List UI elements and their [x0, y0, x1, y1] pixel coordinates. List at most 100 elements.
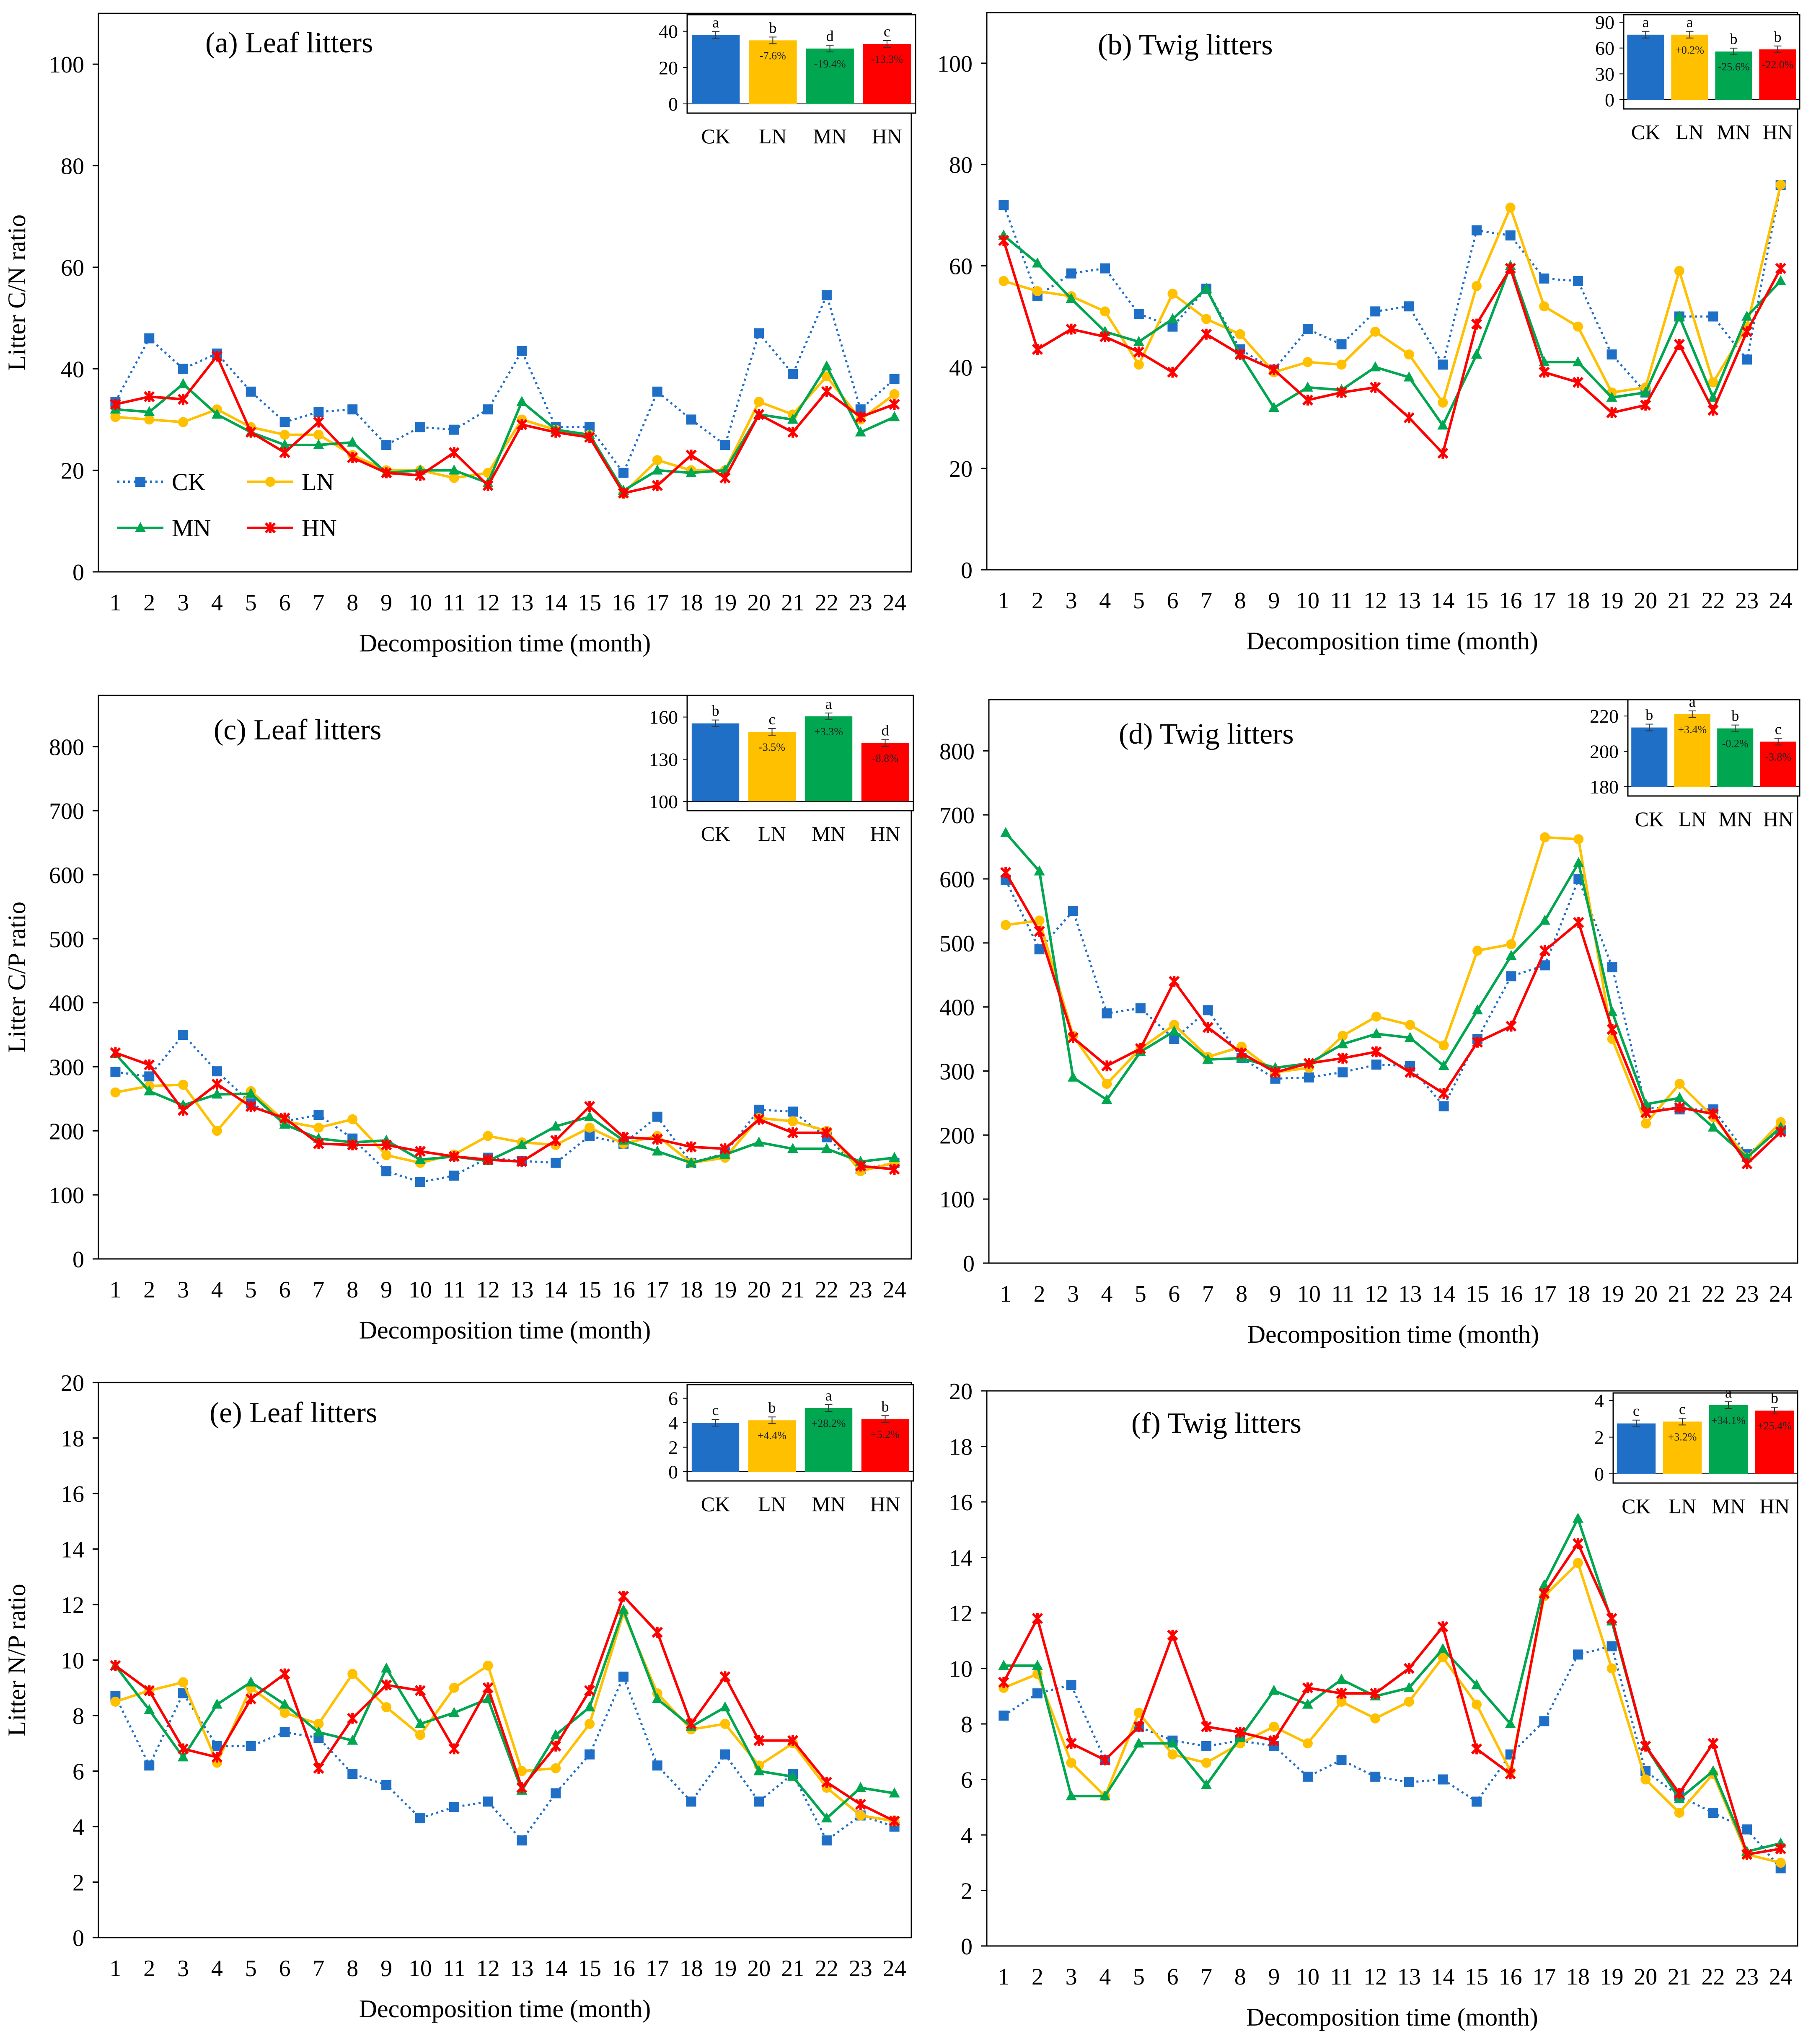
marker-HN-4: [211, 350, 223, 362]
x-tick-label: 2: [1032, 588, 1043, 614]
inset-error-bar: [1679, 1418, 1686, 1426]
marker-MN-7: [313, 439, 324, 450]
x-axis-label: Decomposition time (month): [359, 1995, 651, 2023]
legend-label-CK: CK: [172, 468, 206, 496]
marker-HN-16: [1506, 1021, 1517, 1032]
marker-MN-12: [482, 1693, 494, 1703]
inset-x-label: MN: [812, 822, 846, 845]
marker-MN-24: [1775, 275, 1786, 285]
marker-LN-16: [1505, 202, 1516, 213]
x-tick-label: 14: [544, 590, 567, 616]
panel-title: (b) Twig litters: [1098, 29, 1273, 61]
marker-LN-1: [1001, 920, 1011, 930]
inset-letter: d: [882, 722, 889, 739]
y-axis-label: Litter N/P ratio: [3, 1584, 31, 1736]
inset-x-label: MN: [1718, 807, 1752, 831]
inset-bar-CK: [1617, 1423, 1656, 1474]
inset-bar-MN: [1709, 1405, 1748, 1474]
marker-MN-13: [516, 1139, 528, 1149]
marker-MN-5: [245, 1088, 256, 1098]
marker-CK-4: [212, 1741, 222, 1751]
inset-letter: b: [1730, 31, 1738, 47]
inset-bar-MN: [1717, 728, 1754, 787]
marker-MN-16: [618, 1604, 629, 1615]
marker-LN-10: [1302, 1738, 1313, 1749]
marker-HN-19: [1606, 1613, 1617, 1624]
marker-MN-4: [211, 1088, 222, 1099]
marker-LN-6: [1167, 289, 1178, 299]
y-tick-label: 60: [949, 254, 973, 280]
panel-title: (d) Twig litters: [1119, 718, 1294, 750]
marker-MN-11: [448, 1707, 460, 1717]
marker-MN-18: [686, 467, 697, 477]
x-tick-label: 6: [279, 1956, 291, 1982]
marker-LN-1: [265, 477, 275, 487]
marker-HN-23: [1741, 326, 1753, 337]
marker-LN-12: [483, 1131, 493, 1141]
x-tick-label: 3: [1066, 588, 1077, 614]
inset-pct-label: +3.2%: [1668, 1431, 1697, 1443]
marker-LN-12: [1370, 326, 1381, 337]
inset-y-tick-label: 0: [668, 93, 678, 115]
series-line-MN: [114, 1053, 895, 1164]
marker-MN-6: [279, 1119, 290, 1129]
marker-HN-5: [1135, 1043, 1146, 1054]
marker-CK-4: [212, 1066, 222, 1077]
x-tick-label: 6: [279, 1277, 291, 1303]
marker-HN-17: [652, 480, 663, 491]
x-tick-label: 12: [1363, 588, 1387, 614]
x-tick-label: 1: [109, 590, 121, 616]
marker-CK-7: [1201, 1741, 1212, 1751]
marker-HN-16: [618, 488, 629, 499]
marker-LN-24: [889, 389, 900, 399]
marker-CK-6: [279, 417, 290, 427]
inset-x-label: LN: [1669, 1494, 1697, 1518]
marker-LN-1: [110, 1087, 121, 1098]
marker-LN-4: [212, 1126, 222, 1136]
inset-letter: c: [884, 23, 890, 40]
marker-HN-1: [110, 398, 121, 410]
marker-HN-19: [1606, 1024, 1618, 1035]
y-tick-label: 100: [939, 1187, 975, 1213]
marker-LN-8: [1235, 329, 1245, 339]
x-tick-label: 3: [1066, 1964, 1077, 1990]
x-tick-label: 2: [1032, 1964, 1043, 1990]
x-tick-label: 4: [211, 590, 223, 616]
marker-HN-8: [1234, 349, 1246, 360]
marker-MN-16: [1505, 1718, 1516, 1728]
inset-letter: c: [1775, 721, 1782, 737]
marker-CK-3: [1068, 906, 1079, 916]
marker-CK-2: [144, 333, 155, 344]
y-tick-label: 8: [961, 1712, 973, 1738]
x-tick-label: 22: [815, 1956, 838, 1982]
marker-HN-24: [1775, 1126, 1786, 1137]
x-tick-label: 18: [1566, 588, 1590, 614]
marker-LN-17: [1539, 832, 1550, 842]
marker-CK-15: [1472, 225, 1482, 235]
x-tick-label: 6: [1167, 1964, 1178, 1990]
inset-x-label: CK: [1635, 807, 1664, 831]
marker-LN-7: [313, 1122, 324, 1133]
inset-bar-LN: [749, 40, 797, 104]
x-tick-label: 15: [1466, 1281, 1489, 1307]
marker-MN-5: [1133, 1737, 1144, 1748]
x-tick-label: 4: [1101, 1281, 1112, 1307]
marker-HN-15: [1471, 318, 1482, 330]
x-tick-label: 13: [1397, 1964, 1421, 1990]
marker-LN-3: [178, 417, 189, 427]
marker-HN-24: [889, 398, 900, 410]
y-tick-label: 700: [939, 803, 975, 829]
marker-MN-7: [1201, 1779, 1212, 1789]
marker-CK-10: [1304, 1072, 1314, 1083]
x-axis-label: Decomposition time (month): [1246, 2003, 1538, 2031]
x-tick-label: 4: [211, 1277, 223, 1303]
y-tick-label: 100: [49, 52, 84, 78]
x-tick-label: 24: [1769, 588, 1793, 614]
inset-x-label: CK: [701, 1492, 730, 1516]
marker-CK-6: [1167, 321, 1178, 332]
inset-y-tick-label: 130: [649, 749, 678, 770]
x-tick-label: 20: [1634, 588, 1657, 614]
marker-LN-7: [1201, 314, 1212, 324]
x-tick-label: 17: [1533, 1281, 1557, 1307]
inset-bar-CK: [1627, 34, 1664, 100]
